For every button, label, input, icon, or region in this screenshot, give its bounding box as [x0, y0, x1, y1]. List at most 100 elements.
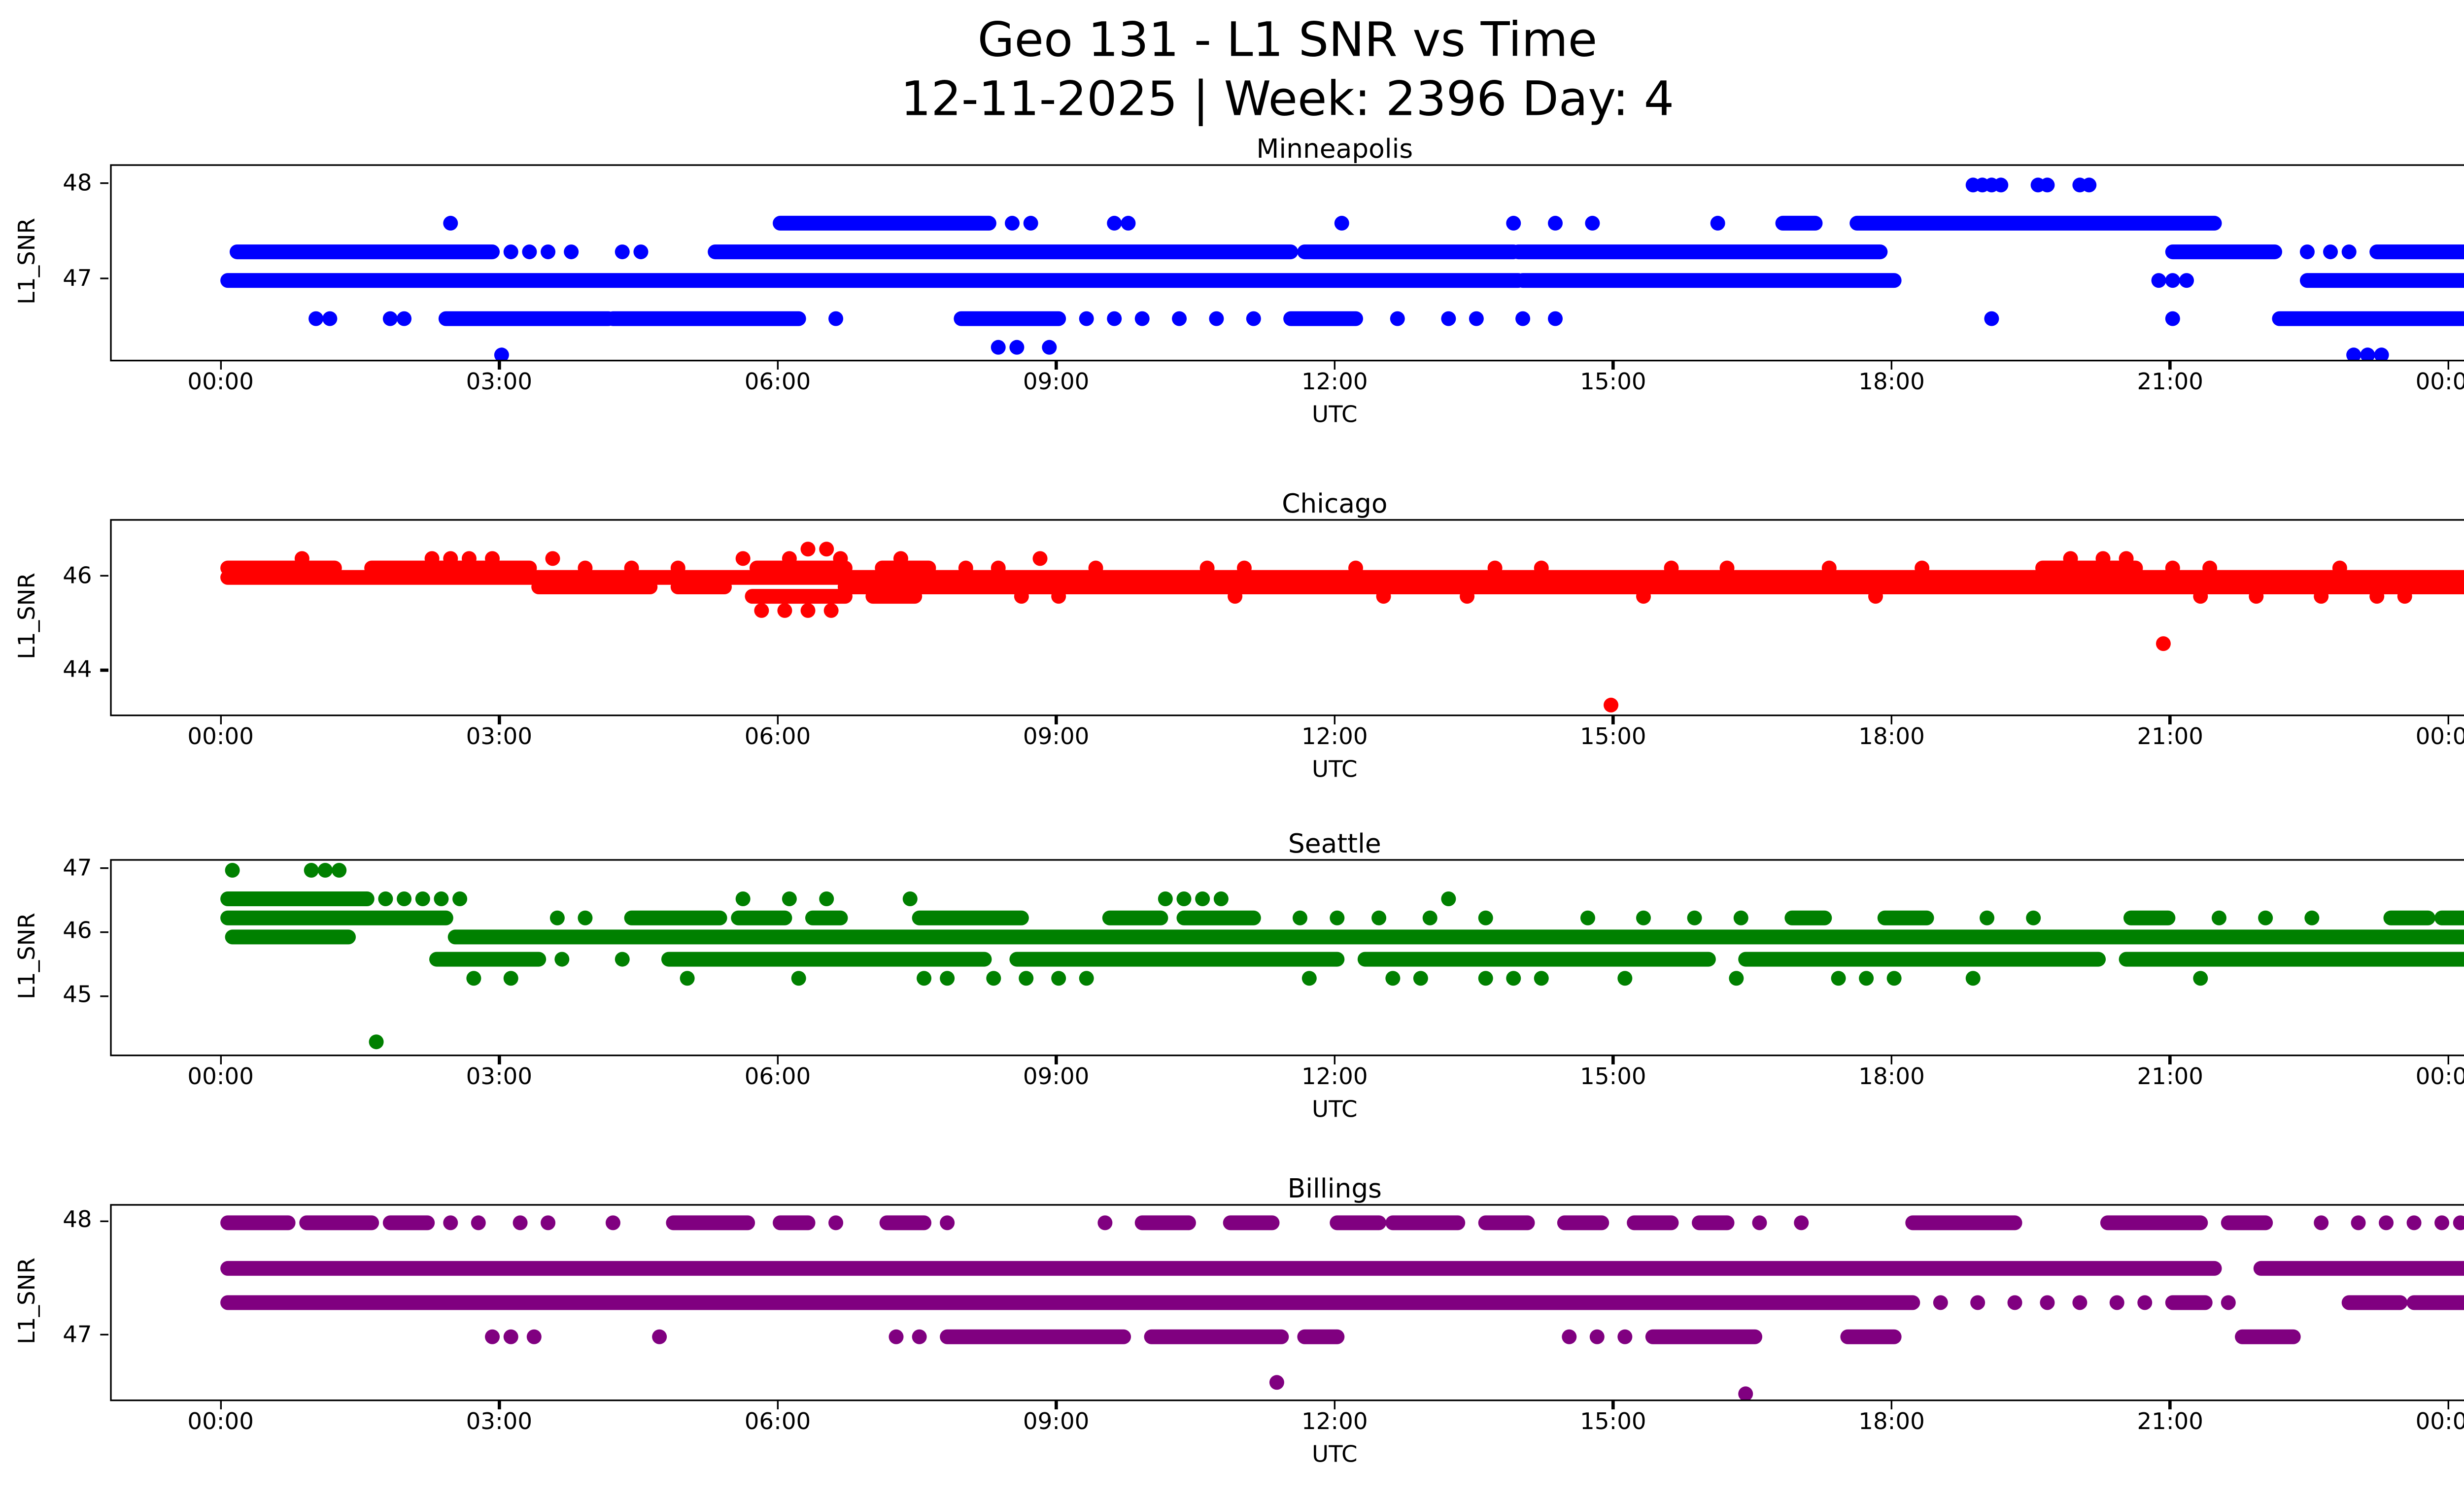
x-tick-mark	[1055, 360, 1058, 370]
scatter-dot	[1078, 311, 1094, 326]
scatter-dot	[1579, 910, 1595, 925]
scatter-dot	[1157, 891, 1172, 907]
scatter-dot	[2164, 311, 2180, 326]
scatter-dot	[985, 971, 1000, 986]
scatter-dot	[544, 551, 559, 566]
x-tick-mark	[498, 715, 500, 724]
scatter-dot	[1301, 971, 1316, 986]
scatter-dot	[822, 603, 838, 618]
y-tick-label: 47	[63, 266, 92, 292]
plot-area	[109, 519, 2464, 717]
scatter-dot	[1686, 910, 1701, 925]
scatter-dot	[651, 1329, 666, 1344]
scatter-dot	[1603, 697, 1618, 713]
x-tick-mark	[776, 715, 779, 724]
x-tick-mark	[219, 715, 222, 724]
x-tick-label: 18:00	[1858, 724, 1925, 751]
scatter-dot	[2211, 910, 2226, 925]
subplot-seattle: Seattle L1_SNR UTC 47 46 45 00:00 03:00 06:00…	[0, 829, 2464, 1158]
x-tick-label: 09:00	[1023, 1409, 1090, 1436]
scatter-dot	[1268, 1375, 1284, 1390]
scatter-dot	[549, 910, 564, 925]
scatter-dot	[503, 971, 518, 986]
x-tick-mark	[2447, 1400, 2450, 1409]
x-tick-label: 00:00	[2415, 724, 2464, 751]
x-tick-label: 21:00	[2137, 1409, 2203, 1436]
x-tick-label: 09:00	[1023, 369, 1090, 396]
scatter-dot	[1793, 1215, 1808, 1230]
x-tick-mark	[2447, 360, 2450, 370]
scatter-dot	[368, 1034, 383, 1050]
scatter-dot	[1885, 971, 1901, 986]
x-tick-mark	[1890, 1400, 1893, 1409]
x-tick-mark	[1334, 360, 1336, 370]
scatter-canvas	[219, 1215, 2464, 1400]
scatter-dot	[396, 891, 411, 907]
scatter-dot	[827, 1215, 843, 1230]
x-tick-mark	[1612, 360, 1614, 370]
x-tick-mark	[498, 1055, 500, 1064]
scatter-dot	[1459, 589, 1474, 604]
subplot-title: Billings	[1287, 1172, 1382, 1204]
scatter-dot	[734, 551, 750, 566]
y-tick-label: 45	[63, 982, 92, 1009]
x-tick-label: 12:00	[1301, 1409, 1368, 1436]
subplot-title: Minneapolis	[1256, 133, 1413, 165]
scatter-dot	[433, 891, 448, 907]
scatter-dot	[1932, 1295, 1948, 1310]
subplot-title: Chicago	[1282, 487, 1388, 519]
scatter-dot	[1050, 971, 1065, 986]
scatter-dot	[939, 971, 954, 986]
scatter-dot	[1737, 1386, 1752, 1400]
scatter-dot	[1440, 311, 1455, 326]
scatter-dot	[465, 971, 480, 986]
scatter-dot	[2150, 273, 2165, 288]
scatter-dot	[2373, 347, 2388, 360]
x-tick-label: 21:00	[2137, 1064, 2203, 1091]
scatter-dot	[799, 603, 815, 618]
scatter-dot	[1384, 971, 1400, 986]
y-tick-label: 48	[63, 1208, 92, 1234]
scatter-dot	[1616, 1329, 1632, 1344]
x-tick-mark	[1334, 715, 1336, 724]
x-tick-mark	[2447, 1055, 2450, 1064]
scatter-dot	[1477, 910, 1493, 925]
x-tick-mark	[1890, 1055, 1893, 1064]
scatter-dot	[1134, 311, 1149, 326]
scatter-dot	[2405, 1215, 2421, 1230]
scatter-dot	[1547, 215, 1562, 231]
scatter-dot	[1171, 311, 1186, 326]
x-tick-label: 18:00	[1858, 369, 1925, 396]
x-tick-label: 03:00	[466, 724, 533, 751]
x-tick-mark	[1055, 1055, 1058, 1064]
scatter-dot	[308, 311, 323, 326]
x-tick-mark	[2169, 360, 2171, 370]
scatter-dot	[2220, 1295, 2235, 1310]
scatter-dot	[2299, 244, 2314, 260]
x-tick-label: 06:00	[744, 724, 811, 751]
x-tick-mark	[776, 1055, 779, 1064]
x-tick-label: 00:00	[187, 724, 254, 751]
scatter-dot	[1412, 971, 1428, 986]
scatter-dot	[1992, 177, 2008, 193]
y-tick-label: 46	[63, 919, 92, 946]
x-tick-label: 15:00	[1580, 1409, 1646, 1436]
scatter-dot	[916, 971, 931, 986]
x-tick-label: 09:00	[1023, 1064, 1090, 1091]
x-tick-label: 09:00	[1023, 724, 1090, 751]
x-tick-mark	[219, 1055, 222, 1064]
scatter-dot	[1227, 589, 1242, 604]
scatter-dot	[1505, 971, 1520, 986]
scatter-dot	[512, 1215, 527, 1230]
x-tick-label: 00:00	[187, 1064, 254, 1091]
scatter-dot	[540, 244, 555, 260]
scatter-dot	[1979, 910, 1994, 925]
scatter-dot	[2257, 910, 2272, 925]
scatter-dot	[614, 244, 629, 260]
scatter-dot	[1589, 1329, 1604, 1344]
x-tick-label: 18:00	[1858, 1064, 1925, 1091]
x-tick-label: 12:00	[1301, 1064, 1368, 1091]
y-tick-mark	[99, 575, 108, 577]
plot-area	[109, 164, 2464, 362]
scatter-dot	[526, 1329, 541, 1344]
